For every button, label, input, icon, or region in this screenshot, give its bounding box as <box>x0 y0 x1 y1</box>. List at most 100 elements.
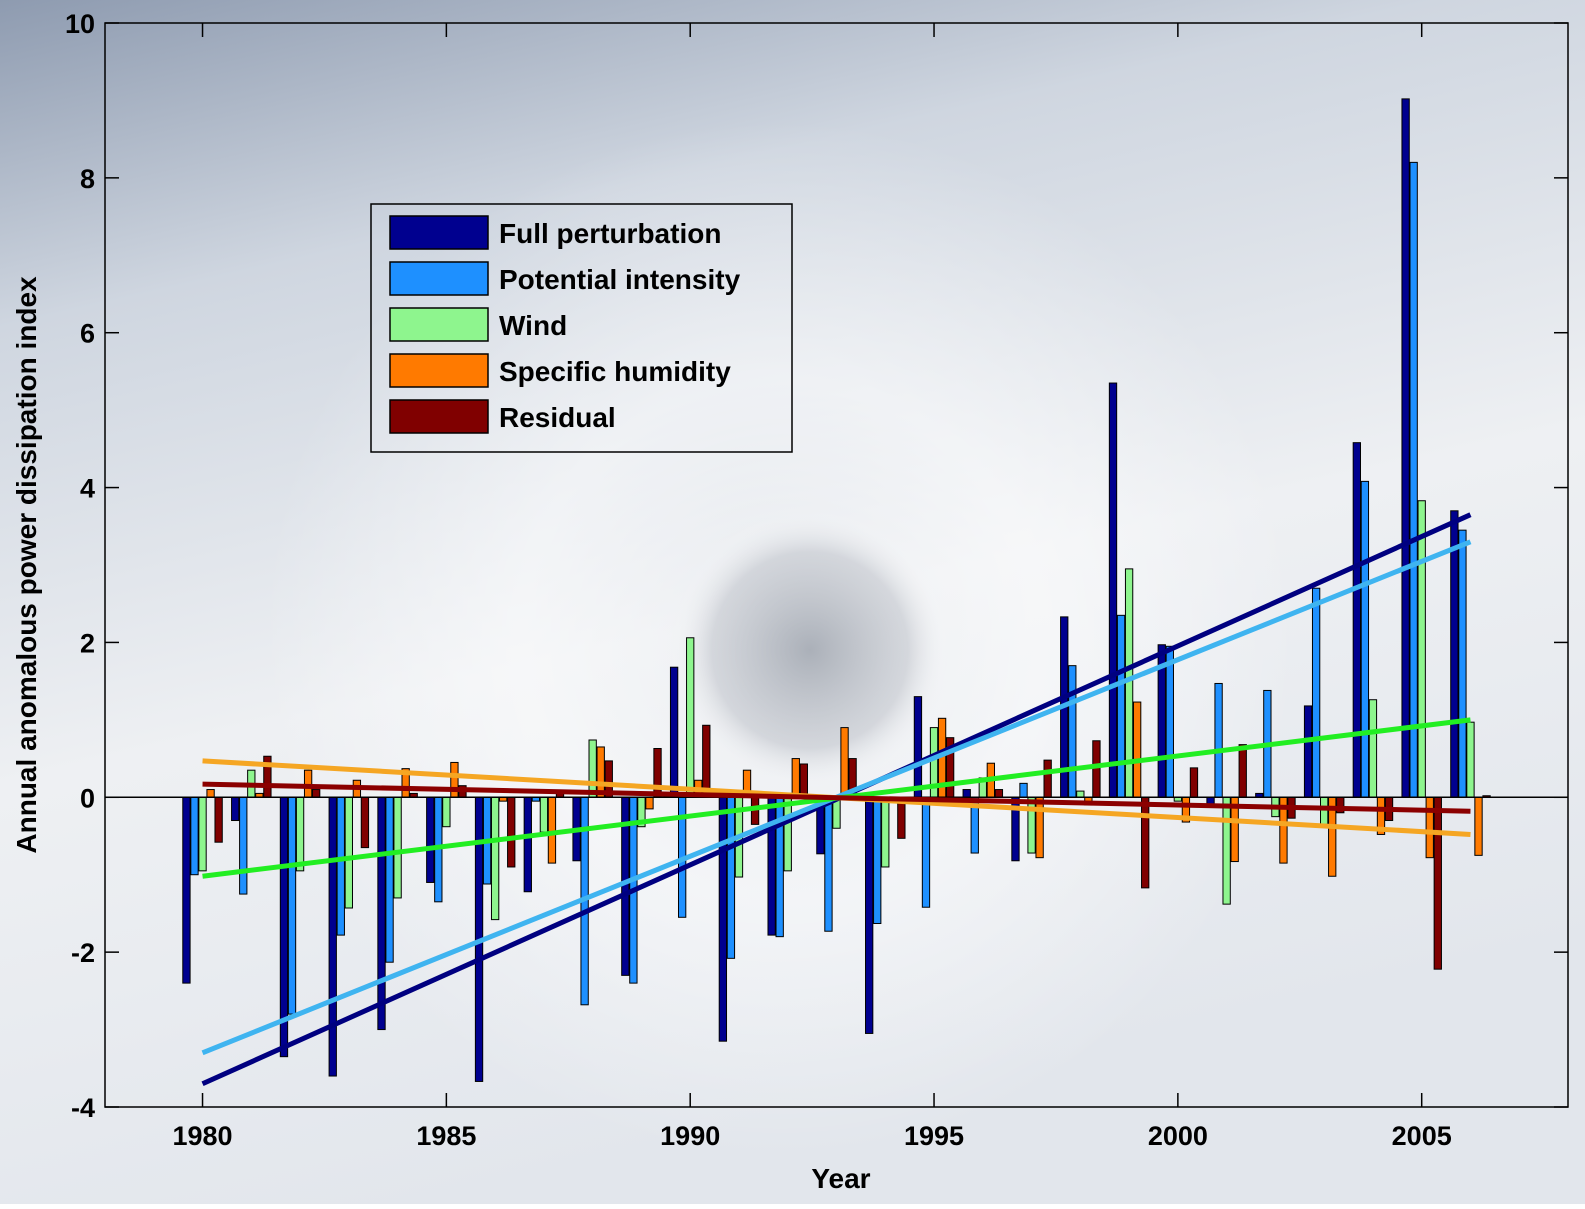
legend-swatch <box>390 308 488 341</box>
bar <box>1434 797 1441 969</box>
legend-label: Residual <box>499 402 616 433</box>
bar <box>345 797 352 908</box>
bar <box>548 797 555 863</box>
bar <box>207 790 214 798</box>
y-tick-label: 0 <box>80 783 95 813</box>
bar <box>597 747 604 797</box>
bar <box>1369 700 1376 798</box>
bar <box>524 797 531 891</box>
y-tick-label: -4 <box>71 1093 95 1123</box>
bar <box>800 764 807 797</box>
bar <box>784 797 791 871</box>
bar <box>1410 162 1417 797</box>
bar <box>329 797 336 1076</box>
bar <box>1142 797 1149 888</box>
bar <box>1353 443 1360 798</box>
bar <box>792 759 799 798</box>
bar <box>296 797 303 871</box>
legend-label: Wind <box>499 310 567 341</box>
bar <box>1109 383 1116 797</box>
bar <box>1215 683 1222 797</box>
bar <box>670 667 677 797</box>
bar <box>1077 791 1084 797</box>
bar <box>1312 588 1319 797</box>
legend-swatch <box>390 400 488 433</box>
bar <box>841 728 848 798</box>
bar <box>1361 481 1368 797</box>
bar <box>1166 646 1173 797</box>
x-tick-label: 2005 <box>1392 1121 1452 1151</box>
bar <box>183 797 190 983</box>
bar <box>646 797 653 809</box>
y-tick-label: 8 <box>80 164 95 194</box>
bar <box>337 797 344 935</box>
bar <box>386 797 393 962</box>
bar <box>240 797 247 894</box>
x-axis-label: Year <box>811 1163 870 1194</box>
bar <box>313 790 320 798</box>
legend-label: Potential intensity <box>499 264 741 295</box>
y-tick-label: -2 <box>71 938 95 968</box>
legend-swatch <box>390 216 488 249</box>
bar <box>922 797 929 907</box>
bar <box>825 797 832 931</box>
x-tick-label: 2000 <box>1148 1121 1208 1151</box>
legend-swatch <box>390 354 488 387</box>
y-tick-label: 10 <box>65 9 95 39</box>
bar <box>963 790 970 798</box>
bar <box>719 797 726 1041</box>
bar <box>508 797 515 867</box>
bar <box>232 797 239 820</box>
bar <box>687 638 694 798</box>
bar <box>1093 741 1100 798</box>
page: {"chart_data": {"type": "bar", "xlabel":… <box>0 0 1585 1204</box>
x-tick-label: 1990 <box>660 1121 720 1151</box>
x-tick-label: 1995 <box>904 1121 964 1151</box>
bar <box>703 725 710 797</box>
x-tick-label: 1980 <box>172 1121 232 1151</box>
bar <box>443 797 450 826</box>
bar <box>874 797 881 923</box>
bar <box>995 790 1002 798</box>
chart: -4-20246810198019851990199520002005Full … <box>0 0 1585 1204</box>
bar <box>491 797 498 919</box>
bar <box>1467 722 1474 797</box>
y-tick-label: 2 <box>80 628 95 658</box>
y-tick-label: 6 <box>80 319 95 349</box>
bar <box>378 797 385 1029</box>
bar <box>1117 615 1124 797</box>
bar <box>1321 797 1328 824</box>
bar <box>1069 666 1076 798</box>
bar <box>1044 760 1051 797</box>
bar <box>882 797 889 867</box>
bar <box>304 770 311 797</box>
bar <box>1028 797 1035 853</box>
bar <box>1223 797 1230 904</box>
bar <box>866 797 873 1033</box>
bar <box>914 697 921 798</box>
bar <box>589 740 596 797</box>
background-eye <box>0 0 1585 1204</box>
bar <box>288 797 295 1014</box>
bar <box>540 797 547 832</box>
bar <box>1459 530 1466 797</box>
x-tick-label: 1985 <box>416 1121 476 1151</box>
bar <box>654 749 661 798</box>
bar <box>1239 745 1246 798</box>
legend-label: Specific humidity <box>499 356 731 387</box>
bar <box>1190 768 1197 797</box>
bar <box>1304 706 1311 797</box>
bar <box>1020 783 1027 797</box>
legend-swatch <box>390 262 488 295</box>
bar <box>199 797 206 871</box>
bar <box>215 797 222 842</box>
bar <box>1133 702 1140 797</box>
bar <box>727 797 734 958</box>
bar <box>1475 797 1482 855</box>
bar <box>427 797 434 882</box>
bar <box>1418 501 1425 798</box>
bar <box>1036 797 1043 857</box>
bar <box>1402 99 1409 797</box>
bar <box>191 797 198 874</box>
